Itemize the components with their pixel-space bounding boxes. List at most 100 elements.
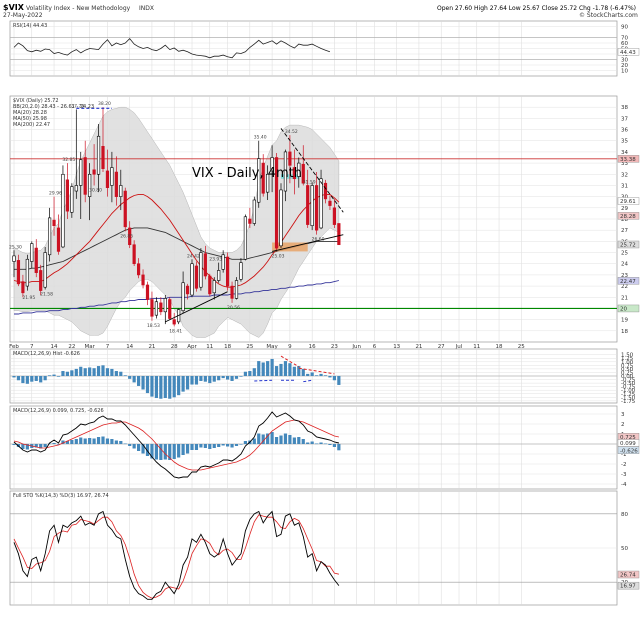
macd-hist-bar [114, 440, 118, 444]
macd-hist-bar [243, 371, 247, 376]
macd-hist-bar [328, 444, 332, 445]
macd-hist-bar [56, 444, 61, 445]
macd-hist-bar [123, 443, 127, 445]
macd-hist-bar [328, 376, 332, 378]
macd-hist-bar [283, 361, 288, 376]
macd-hist-bar [274, 437, 279, 444]
candle-body [154, 301, 159, 316]
candle-body [243, 216, 248, 260]
trend-line [280, 128, 344, 213]
macd-hist-bar [234, 444, 239, 446]
ma200-line [14, 280, 340, 315]
y-tick-label: 27 [621, 228, 628, 234]
candle-body [79, 159, 83, 186]
macd-hist-bar [79, 437, 83, 444]
x-tick-label: 25 [246, 344, 253, 350]
macd-hist-bar [12, 376, 16, 378]
price-right-label: 29.61 [620, 199, 636, 205]
candle-body [137, 263, 141, 276]
macd-pane-frame [9, 405, 618, 490]
x-tick-label: 21 [415, 344, 422, 350]
macd-hist-bar [172, 444, 176, 459]
x-tick-label: 27 [438, 344, 445, 350]
candle-body [70, 186, 74, 213]
macd-hist-title: MACD(12,26,9) Hist -0.626 [13, 351, 80, 357]
chart-exchange: INDX [139, 5, 154, 12]
macd-hist-bar [123, 375, 127, 376]
price-title: $VIX (Daily) 25.72 [13, 98, 59, 104]
candle-body [239, 262, 243, 280]
rsi-line [13, 38, 331, 59]
macd-hist-bar [221, 444, 225, 446]
candle-body [301, 163, 305, 184]
macd-hist-bar [315, 443, 319, 445]
macd-hist-bar [83, 438, 87, 444]
macd-hist-bar [25, 444, 29, 450]
price-point-label: 21.95 [22, 295, 35, 301]
price-right-label: 25.72 [620, 242, 636, 248]
y-tick-label: 35 [621, 139, 628, 145]
macd-hist-bar [337, 376, 341, 385]
rsi-title: RSI(14) 44.43 [13, 23, 47, 29]
y-tick-label: -0.50 [621, 381, 636, 387]
price-legend-entry: BB(20,2.0) 28.43 - 26.61 - 24.23 [13, 104, 94, 110]
macd-hist-bar [65, 441, 69, 444]
y-tick-label: 31 [621, 183, 628, 189]
macd-title: MACD(12,26,9) 0.099, 0.725, -0.626 [13, 408, 104, 414]
y-tick-label: 70 [621, 36, 628, 42]
macd-hist-bar [252, 368, 256, 376]
macd-hist-bar [105, 368, 110, 376]
x-tick-label: Jun [351, 344, 361, 350]
y-tick-label: 0.75 [621, 363, 634, 369]
candle-body [203, 253, 207, 277]
macd-hist-pane: -1.75-1.50-1.25-1.00-0.75-0.50-0.250.000… [9, 348, 636, 405]
macd-hist-bar [132, 444, 136, 449]
candle-body [34, 247, 38, 273]
price-legend-entry: MA(50) 25.98 [13, 116, 47, 122]
macd-hist-bar [190, 444, 194, 450]
macd-hist-bar [101, 436, 105, 444]
y-tick-label: -4 [621, 482, 627, 488]
macd-pane: -4-3-2-10123MACD(12,26,9) 0.099, 0.725, … [9, 405, 640, 490]
macd-hist-bar [21, 376, 25, 384]
macd-hist-bar [297, 366, 301, 376]
y-tick-label: 22 [621, 284, 628, 290]
macd-hist-bar [114, 371, 118, 376]
macd-hist-bar [119, 371, 123, 376]
price-point-label: 38.20 [98, 101, 111, 107]
y-tick-label: 1.00 [621, 360, 634, 366]
macd-hist-bar [301, 439, 305, 444]
candle-body [52, 219, 56, 227]
macd-hist-bar [208, 376, 212, 384]
macd-hist-bar [226, 376, 230, 380]
ma20-line [13, 193, 340, 288]
candle-body [96, 135, 101, 175]
macd-right-label: -0.626 [620, 448, 638, 454]
candle-body [141, 274, 145, 286]
macd-hist-bar [43, 376, 47, 381]
price-right-label: 22.47 [620, 279, 636, 285]
candle-body [132, 244, 136, 265]
macd-hist-bar [261, 434, 265, 444]
x-tick-label: 18 [224, 344, 231, 350]
candle-body [145, 284, 150, 300]
y-tick-label: 20 [621, 63, 628, 69]
x-tick-label: 13 [393, 344, 400, 350]
macd-hist-bar [332, 444, 336, 447]
price-right-label-bg [617, 240, 640, 249]
blue-dashed-line [254, 379, 273, 382]
x-tick-label: 22 [68, 344, 75, 350]
quote-line: Open 27.60 High 27.64 Low 25.67 Close 25… [437, 5, 636, 12]
candle-body [181, 282, 185, 311]
macd-hist-bar [88, 367, 92, 376]
candle-body [61, 173, 65, 248]
x-tick-label: 23 [331, 344, 338, 350]
candle-body [248, 218, 252, 224]
y-tick-label: -0.25 [621, 378, 636, 384]
macd-hist-bar [154, 376, 158, 399]
trend-line [271, 234, 344, 252]
candle-body [306, 185, 310, 225]
y-tick-label: 1.25 [621, 356, 634, 362]
candle-body [47, 217, 52, 256]
macd-hist-bar [168, 376, 172, 399]
